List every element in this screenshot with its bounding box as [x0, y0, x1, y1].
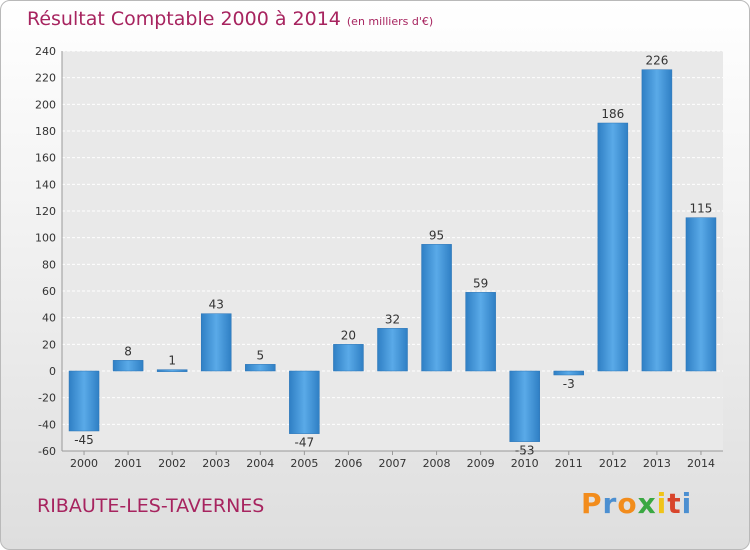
- y-tick-label: 240: [35, 45, 56, 58]
- value-label-2007: 32: [385, 312, 400, 326]
- value-label-2002: 1: [168, 354, 176, 368]
- y-tick-label: 120: [35, 205, 56, 218]
- y-tick-label: 140: [35, 178, 56, 191]
- y-tick-label: 80: [42, 258, 56, 271]
- bars: [68, 69, 717, 442]
- value-label-2013: 226: [645, 54, 668, 68]
- y-tick-label: 20: [42, 338, 56, 351]
- y-tick-label: 220: [35, 72, 56, 85]
- bar-2004: [245, 364, 276, 372]
- x-tick-label: 2004: [246, 457, 274, 470]
- bar-2006: [333, 344, 364, 372]
- x-tick-label: 2010: [511, 457, 539, 470]
- x-tick-label: 2011: [555, 457, 583, 470]
- logo-letter: t: [667, 487, 682, 520]
- x-tick-label: 2006: [334, 457, 362, 470]
- value-label-2008: 95: [429, 228, 444, 242]
- x-tick-label: 2009: [467, 457, 495, 470]
- bar-2005: [289, 370, 320, 434]
- value-label-2006: 20: [341, 328, 356, 342]
- x-tick-label: 2001: [114, 457, 142, 470]
- value-label-2010: -53: [515, 444, 535, 458]
- y-tick-label: 0: [49, 365, 56, 378]
- logo-letter: x: [637, 487, 657, 520]
- y-tick-label: 40: [42, 312, 56, 325]
- y-tick-label: -20: [38, 392, 56, 405]
- bar-2013: [641, 69, 673, 372]
- bar-2010: [509, 370, 540, 442]
- proxiti-logo: Proxiti: [581, 487, 692, 520]
- bar-2011: [553, 370, 585, 376]
- value-label-2005: -47: [295, 436, 315, 450]
- logo-letter: o: [617, 487, 638, 520]
- value-label-2001: 8: [124, 344, 132, 358]
- value-label-2014: 115: [690, 202, 713, 216]
- x-tick-label: 2000: [70, 457, 98, 470]
- value-label-2003: 43: [209, 298, 224, 312]
- bar-2008: [421, 244, 452, 372]
- x-tick-label: 2007: [379, 457, 407, 470]
- bar-2003: [200, 313, 232, 372]
- x-tick-label: 2012: [599, 457, 627, 470]
- x-tick-label: 2014: [687, 457, 715, 470]
- title-text: Résultat Comptable 2000 à 2014: [27, 8, 341, 30]
- y-tick-label: 100: [35, 232, 56, 245]
- x-tick-label: 2005: [290, 457, 318, 470]
- logo-letter: r: [602, 487, 618, 520]
- value-label-2011: -3: [563, 377, 575, 391]
- axes: -60-40-200204060801001201401601802002202…: [35, 45, 723, 470]
- y-tick-label: 60: [42, 285, 56, 298]
- bar-2002: [156, 369, 188, 372]
- x-tick-label: 2013: [643, 457, 671, 470]
- value-label-2004: 5: [256, 348, 264, 362]
- bar-2012: [597, 122, 629, 372]
- chart-title: Résultat Comptable 2000 à 2014 (en millie…: [27, 8, 433, 30]
- y-tick-label: 180: [35, 125, 56, 138]
- value-label-2000: -45: [74, 433, 94, 447]
- x-tick-label: 2002: [158, 457, 186, 470]
- y-tick-label: -60: [38, 445, 56, 458]
- y-tick-label: -40: [38, 418, 56, 431]
- bar-2001: [112, 360, 144, 372]
- logo-letter: P: [581, 487, 603, 520]
- title-unit: (en milliers d'€): [346, 15, 434, 28]
- bar-2009: [465, 292, 496, 372]
- commune-name: RIBAUTE-LES-TAVERNES: [37, 495, 265, 517]
- x-tick-label: 2003: [202, 457, 230, 470]
- value-label-2009: 59: [473, 276, 488, 290]
- y-tick-label: 200: [35, 98, 56, 111]
- logo-letter: i: [681, 487, 693, 520]
- bar-2000: [68, 370, 100, 432]
- x-tick-label: 2008: [423, 457, 451, 470]
- logo-letter: i: [656, 487, 668, 520]
- bar-2007: [377, 328, 408, 372]
- value-label-2012: 186: [601, 107, 624, 121]
- bar-2014: [685, 217, 717, 372]
- y-tick-label: 160: [35, 152, 56, 165]
